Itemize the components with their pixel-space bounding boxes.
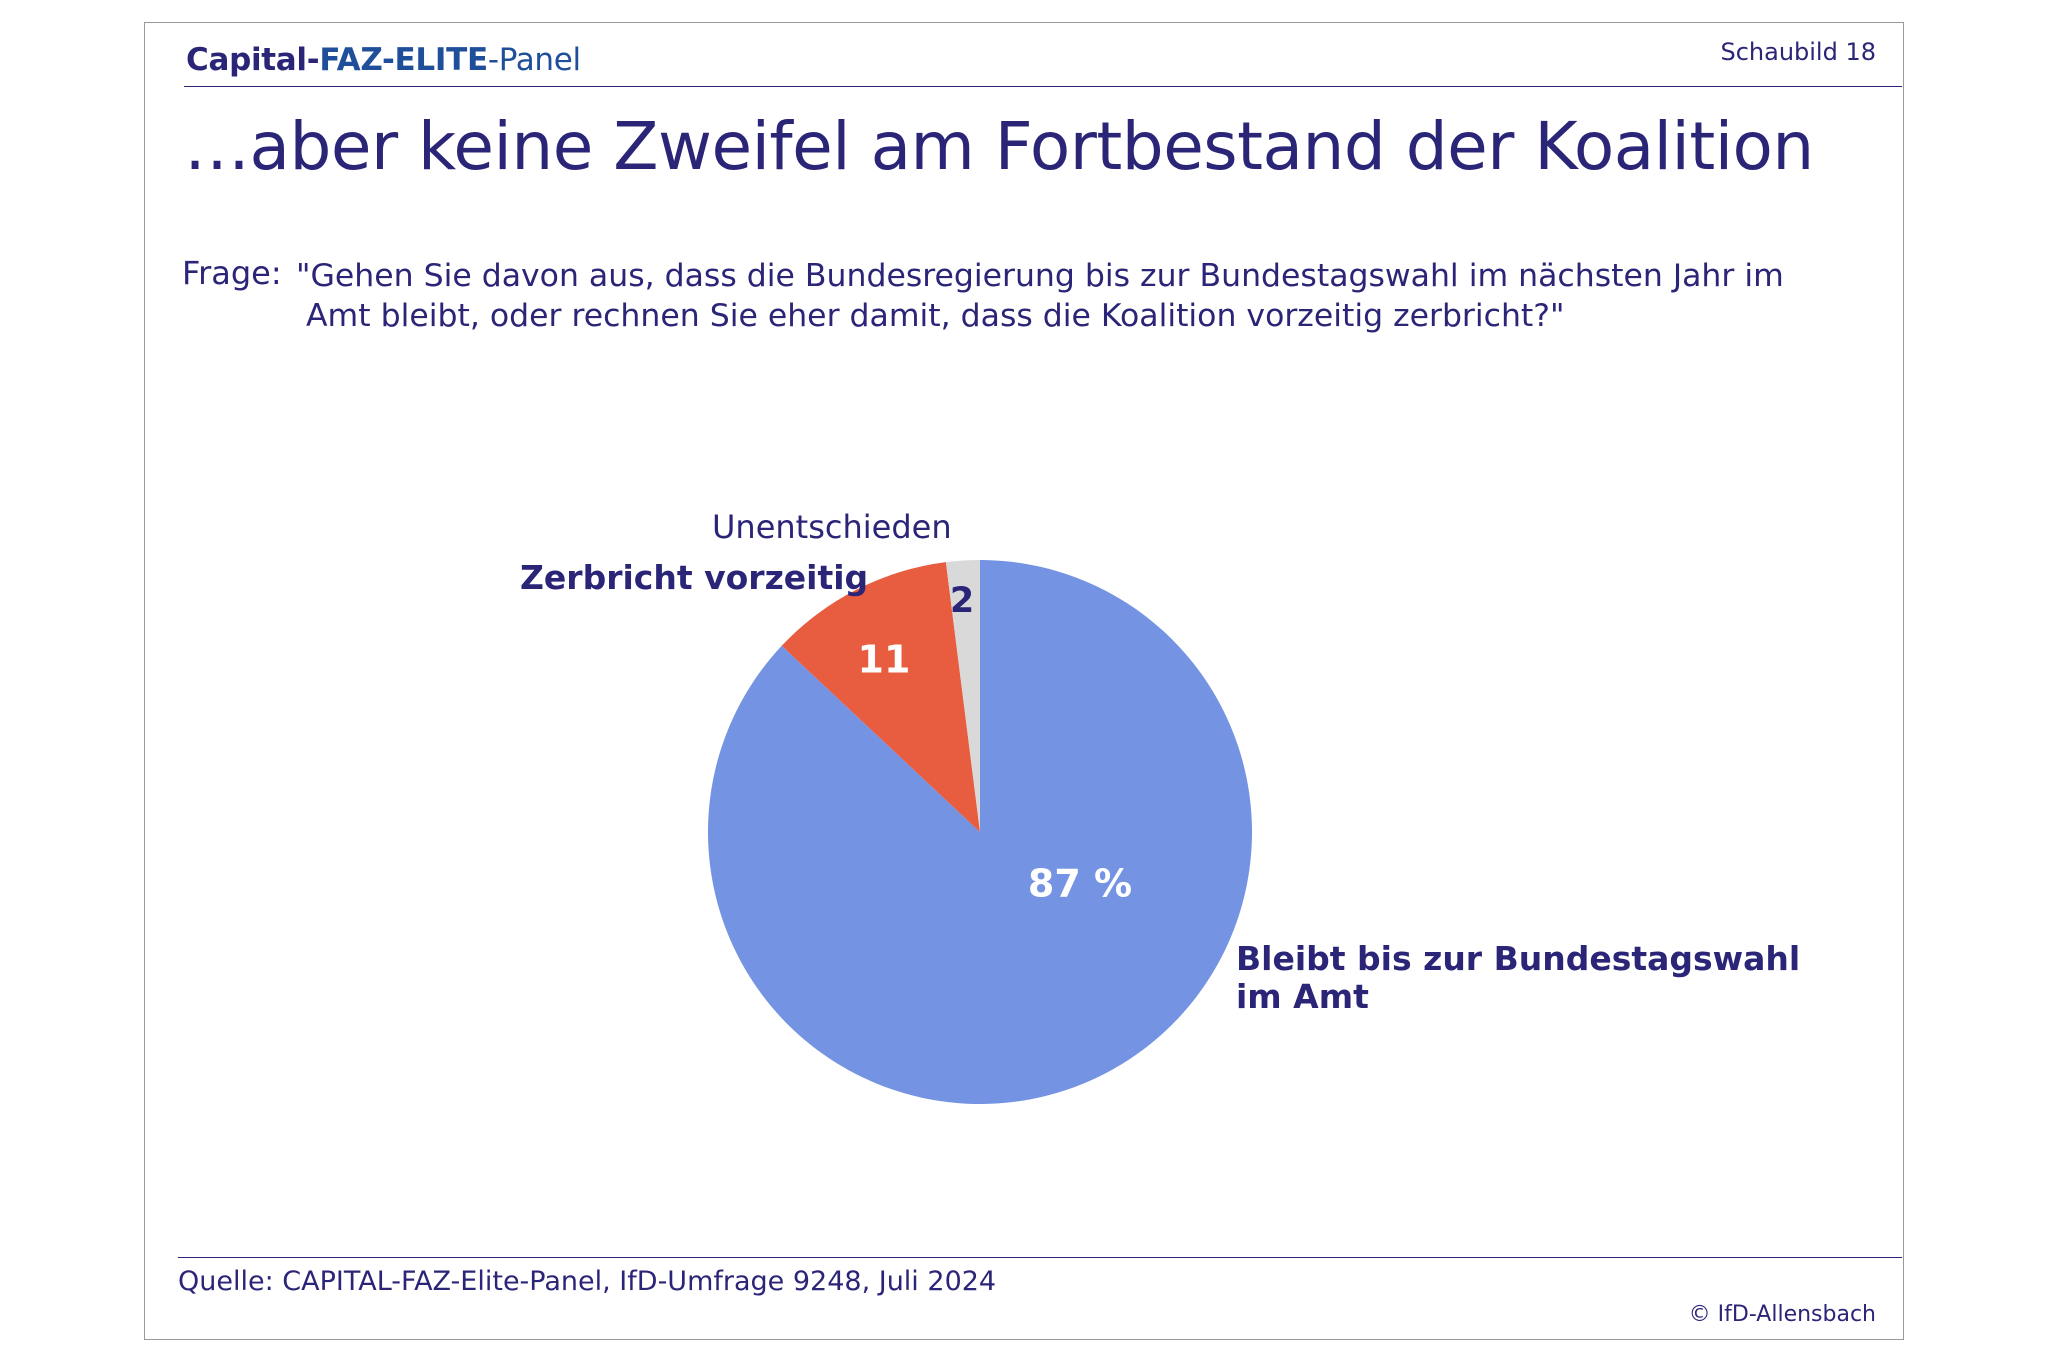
sheet-number: Schaubild 18	[1720, 38, 1876, 66]
question-label: Frage:	[182, 254, 282, 292]
copyright: © IfD-Allensbach	[1688, 1302, 1876, 1327]
pie-slice-3	[945, 560, 980, 832]
brand-part-panel: -Panel	[487, 42, 581, 78]
legend-label-zerbricht: Zerbricht vorzeitig	[520, 558, 869, 597]
legend-label-bleibt: Bleibt bis zur Bundestagswahl im Amt	[1236, 940, 1800, 1016]
legend-label-unentschieden: Unentschieden	[712, 508, 952, 546]
question-text: "Gehen Sie davon aus, dass die Bundesreg…	[296, 256, 1856, 336]
question-line-1: "Gehen Sie davon aus, dass die Bundesreg…	[296, 258, 1784, 294]
source-note: Quelle: CAPITAL-FAZ-Elite-Panel, IfD-Umf…	[178, 1266, 997, 1297]
pie-value-label-2: 11	[858, 638, 911, 682]
brand-part-capital: Capital-	[186, 42, 320, 78]
pie-slice-1	[707, 560, 1252, 1104]
brand-title: Capital-FAZ-ELITE-Panel	[186, 42, 581, 78]
pie-value-label-1: 87 %	[1028, 862, 1132, 906]
slide-frame	[144, 22, 1904, 1340]
legend-label-bleibt-line2: im Amt	[1236, 977, 1369, 1016]
pie-value-label-3: 2	[950, 581, 974, 621]
footer-divider	[178, 1257, 1902, 1258]
header-divider	[184, 86, 1902, 87]
page-title: …aber keine Zweifel am Fortbestand der K…	[184, 108, 1814, 185]
legend-label-bleibt-line1: Bleibt bis zur Bundestagswahl	[1236, 939, 1801, 978]
brand-part-faz-elite: FAZ-ELITE	[319, 42, 488, 78]
pie-slice-2	[781, 562, 980, 832]
question-line-2: Amt bleibt, oder rechnen Sie eher damit,…	[306, 298, 1565, 334]
